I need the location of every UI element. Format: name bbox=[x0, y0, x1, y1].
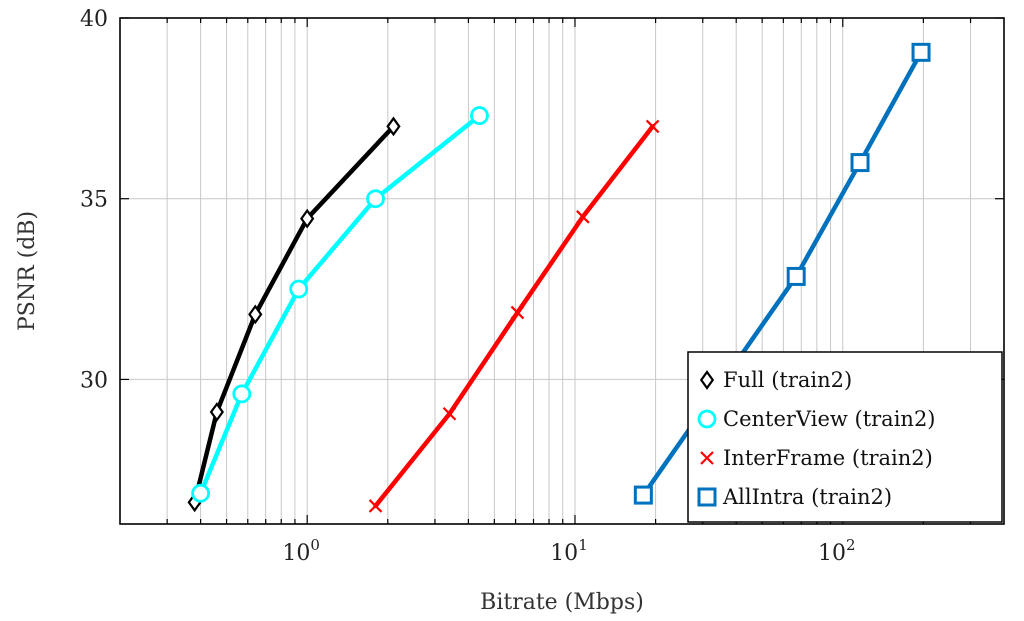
data-point bbox=[209, 402, 224, 422]
legend-label: Full (train2) bbox=[723, 368, 852, 392]
data-point bbox=[697, 487, 717, 507]
x-tick-label: 102 bbox=[818, 536, 856, 566]
plot-frame bbox=[119, 17, 1005, 525]
x-tick-label: 100 bbox=[282, 536, 320, 566]
data-point bbox=[697, 409, 717, 429]
data-point bbox=[300, 208, 315, 229]
data-point bbox=[248, 304, 263, 325]
y-axis-label: PSNR (dB) bbox=[15, 211, 40, 331]
x-marker-stroke bbox=[576, 210, 590, 224]
legend-entry: CenterView (train2) bbox=[697, 407, 936, 431]
x-marker-stroke bbox=[442, 406, 457, 421]
square-marker bbox=[697, 487, 717, 507]
legend-label: AllIntra (train2) bbox=[722, 485, 892, 509]
x-tick-label: 101 bbox=[550, 536, 588, 566]
legend-label: InterFrame (train2) bbox=[723, 446, 933, 470]
data-point bbox=[645, 119, 660, 134]
square-marker bbox=[850, 153, 870, 173]
data-point bbox=[786, 266, 806, 286]
data-point bbox=[368, 499, 383, 513]
diamond-marker bbox=[386, 116, 401, 137]
series-circle bbox=[191, 106, 489, 503]
circle-marker bbox=[470, 106, 489, 125]
data-point bbox=[850, 153, 870, 173]
x-marker-stroke bbox=[368, 499, 383, 513]
data-point bbox=[633, 485, 653, 505]
x-axis-label: Bitrate (Mbps) bbox=[480, 590, 644, 615]
data-point bbox=[191, 483, 211, 503]
circle-marker bbox=[697, 409, 717, 429]
legend-entry: Full (train2) bbox=[699, 368, 852, 392]
data-point bbox=[386, 116, 401, 137]
y-tick-label: 30 bbox=[80, 368, 108, 393]
data-point bbox=[510, 305, 525, 320]
diamond-marker bbox=[300, 208, 315, 229]
x-marker-stroke bbox=[645, 119, 660, 134]
data-point bbox=[700, 451, 714, 465]
legend: Full (train2) CenterView (train2) InterFra… bbox=[687, 351, 1003, 523]
axis-ticks: 30 35 40 100 101 102 bbox=[80, 7, 1004, 566]
circle-marker bbox=[366, 189, 385, 209]
legend-label: CenterView (train2) bbox=[723, 407, 936, 431]
data-point bbox=[442, 406, 457, 421]
circle-marker bbox=[289, 279, 309, 299]
diamond-marker bbox=[699, 370, 715, 390]
data-point bbox=[911, 42, 931, 62]
data-point bbox=[232, 384, 252, 404]
data-point bbox=[470, 106, 489, 125]
legend-entry: InterFrame (train2) bbox=[700, 446, 933, 470]
data-point bbox=[576, 210, 590, 224]
square-marker bbox=[786, 266, 806, 286]
legend-box bbox=[687, 351, 1003, 523]
circle-marker bbox=[232, 384, 252, 404]
x-marker-stroke bbox=[510, 305, 525, 320]
y-tick-label: 40 bbox=[80, 7, 108, 32]
series-x bbox=[368, 119, 660, 513]
diamond-marker bbox=[209, 402, 224, 422]
x-marker-stroke bbox=[700, 451, 714, 465]
square-marker bbox=[633, 485, 653, 505]
data-point bbox=[289, 279, 309, 299]
circle-marker bbox=[191, 483, 211, 503]
diamond-marker bbox=[248, 304, 263, 325]
legend-entry: AllIntra (train2) bbox=[697, 485, 892, 509]
square-marker bbox=[911, 42, 931, 62]
data-point bbox=[366, 189, 385, 209]
data-point bbox=[699, 370, 715, 390]
y-tick-label: 35 bbox=[80, 188, 108, 213]
series-layer bbox=[187, 42, 931, 513]
